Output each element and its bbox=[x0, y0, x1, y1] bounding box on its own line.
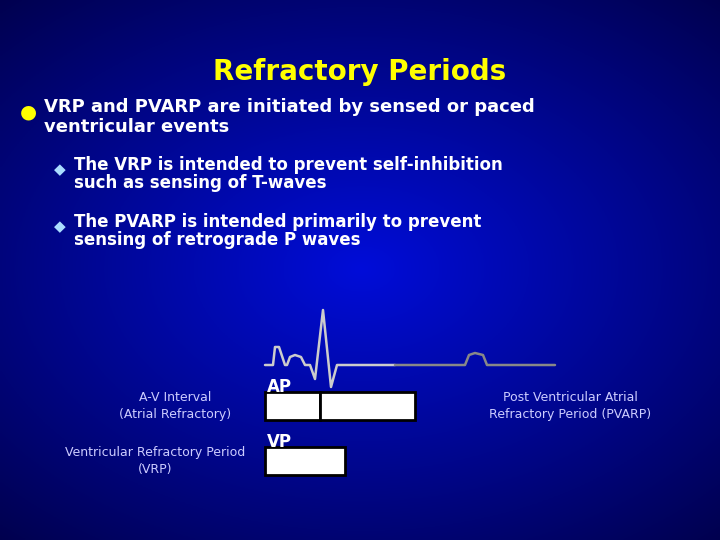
Bar bbox=[265, 447, 345, 475]
Text: Refractory Periods: Refractory Periods bbox=[213, 58, 507, 86]
Bar bbox=[265, 392, 320, 420]
Text: such as sensing of T-waves: such as sensing of T-waves bbox=[74, 174, 326, 192]
Text: VP: VP bbox=[267, 433, 292, 451]
Text: ●: ● bbox=[19, 103, 37, 122]
Text: The VRP is intended to prevent self-inhibition: The VRP is intended to prevent self-inhi… bbox=[74, 156, 503, 174]
Text: ventricular events: ventricular events bbox=[44, 118, 229, 136]
Text: Post Ventricular Atrial
Refractory Period (PVARP): Post Ventricular Atrial Refractory Perio… bbox=[489, 391, 651, 421]
Text: The PVARP is intended primarily to prevent: The PVARP is intended primarily to preve… bbox=[74, 213, 482, 231]
Text: Ventricular Refractory Period
(VRP): Ventricular Refractory Period (VRP) bbox=[65, 446, 245, 476]
Text: sensing of retrograde P waves: sensing of retrograde P waves bbox=[74, 231, 361, 249]
Bar bbox=[320, 392, 415, 420]
Text: VRP and PVARP are initiated by sensed or paced: VRP and PVARP are initiated by sensed or… bbox=[44, 98, 535, 116]
Text: ◆: ◆ bbox=[54, 219, 66, 234]
Text: A-V Interval
(Atrial Refractory): A-V Interval (Atrial Refractory) bbox=[119, 391, 231, 421]
Text: AP: AP bbox=[267, 378, 292, 396]
Text: ◆: ◆ bbox=[54, 163, 66, 178]
